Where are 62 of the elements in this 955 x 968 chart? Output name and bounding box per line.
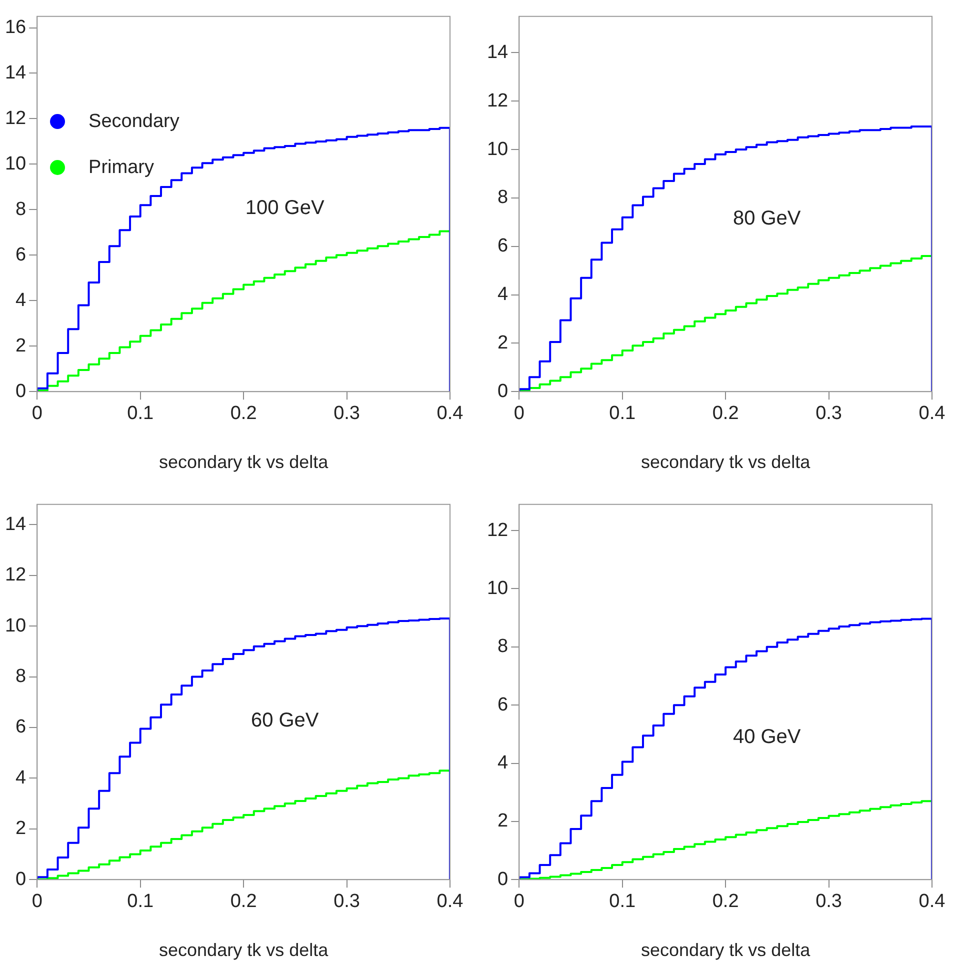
x-axis-title: secondary tk vs delta xyxy=(159,940,330,960)
y-tick-label: 8 xyxy=(16,198,26,220)
y-tick-label: 2 xyxy=(16,335,26,356)
y-tick-label: 12 xyxy=(4,108,26,129)
y-tick-label: 14 xyxy=(486,42,509,63)
y-tick-label: 6 xyxy=(16,244,26,266)
x-tick-label: 0.3 xyxy=(334,403,360,424)
x-tick-label: 0 xyxy=(32,403,42,424)
x-tick-label: 0.3 xyxy=(334,891,360,912)
y-tick-label: 12 xyxy=(486,90,508,112)
x-tick-label: 0.2 xyxy=(712,891,739,912)
annotation: 100 GeV xyxy=(245,197,325,220)
y-tick-label: 0 xyxy=(16,868,26,890)
legend-label: Secondary xyxy=(88,110,180,134)
y-tick-label: 4 xyxy=(498,284,509,306)
x-tick-label: 0.1 xyxy=(127,403,154,424)
y-tick-label: 16 xyxy=(4,17,26,38)
y-tick-label: 0 xyxy=(498,380,508,402)
x-tick-label: 0.3 xyxy=(816,891,842,912)
x-tick-label: 0 xyxy=(514,891,524,912)
x-tick-label: 0.3 xyxy=(816,403,842,424)
y-tick-label: 10 xyxy=(486,138,508,160)
annotation: 60 GeV xyxy=(250,710,320,732)
y-tick-label: 8 xyxy=(498,636,508,658)
y-tick-label: 2 xyxy=(498,810,508,832)
y-tick-label: 10 xyxy=(4,615,26,636)
annotation: 80 GeV xyxy=(732,208,802,230)
annotation: 40 GeV xyxy=(732,726,802,748)
x-tick-label: 0.4 xyxy=(436,891,464,912)
x-tick-label: 0.2 xyxy=(230,403,257,424)
y-tick-label: 14 xyxy=(4,514,27,535)
y-tick-label: 4 xyxy=(498,752,509,774)
y-tick-label: 0 xyxy=(498,868,508,890)
y-tick-label: 12 xyxy=(486,520,508,541)
y-tick-label: 12 xyxy=(4,564,26,586)
y-tick-label: 10 xyxy=(4,153,26,174)
x-tick-label: 0 xyxy=(514,403,524,424)
y-tick-label: 6 xyxy=(498,236,508,257)
x-axis-title: secondary tk vs delta xyxy=(641,452,812,472)
x-tick-label: 0.1 xyxy=(609,403,636,424)
y-tick-label: 2 xyxy=(498,332,508,354)
y-tick-label: 2 xyxy=(16,818,26,840)
x-axis-title: secondary tk vs delta xyxy=(641,940,812,960)
y-tick-label: 8 xyxy=(16,666,26,688)
legend-label: Primary xyxy=(88,156,154,180)
y-tick-label: 14 xyxy=(4,62,27,84)
y-tick-label: 8 xyxy=(498,187,508,208)
y-tick-label: 0 xyxy=(16,380,26,402)
x-tick-label: 0.2 xyxy=(230,891,257,912)
y-tick-label: 10 xyxy=(486,578,508,599)
y-tick-label: 4 xyxy=(16,290,27,311)
x-tick-label: 0.1 xyxy=(127,891,154,912)
x-axis-title: secondary tk vs delta xyxy=(159,452,330,472)
x-tick-label: 0.4 xyxy=(918,403,946,424)
x-tick-label: 0.1 xyxy=(609,891,636,912)
x-tick-label: 0 xyxy=(32,891,42,912)
x-tick-label: 0.4 xyxy=(918,891,946,912)
x-tick-label: 0.2 xyxy=(712,403,739,424)
x-tick-label: 0.4 xyxy=(436,403,464,424)
y-tick-label: 6 xyxy=(16,716,26,738)
y-tick-label: 4 xyxy=(16,767,27,788)
y-tick-label: 6 xyxy=(498,694,508,716)
